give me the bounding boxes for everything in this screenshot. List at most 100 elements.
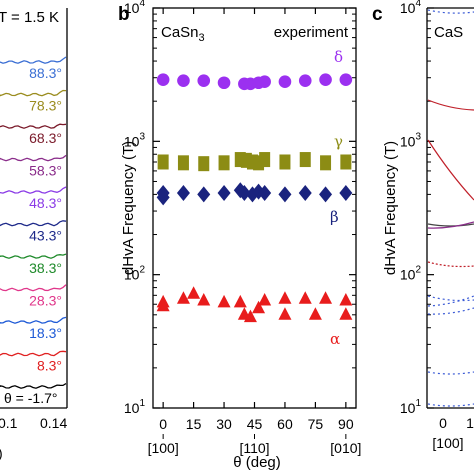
panel-a-angle-label: 43.3° xyxy=(29,228,62,244)
data-point-circle xyxy=(319,73,332,86)
panel-a-trace xyxy=(0,56,67,64)
panel-c-label: c xyxy=(372,4,383,25)
data-point-diamond xyxy=(197,186,211,203)
panel-a-trace xyxy=(0,284,67,292)
data-point-diamond xyxy=(156,189,170,206)
data-point-square xyxy=(320,155,332,171)
data-point-circle xyxy=(278,75,292,89)
direction-label: [010] xyxy=(330,440,361,456)
data-point-triangle xyxy=(308,307,322,320)
panel-a-angle-label: 58.3° xyxy=(29,163,62,179)
data-point-circle xyxy=(339,73,353,86)
data-point-diamond xyxy=(258,184,272,201)
series-label: δ xyxy=(334,48,343,66)
data-point-triangle xyxy=(217,294,231,308)
x-tick-label: 15 xyxy=(186,416,202,432)
y-tick-label: 104 xyxy=(124,0,146,16)
panel-b-y-ticks: 101 102 103 104 xyxy=(124,0,356,416)
panel-a-angle-label: 8.3° xyxy=(37,358,62,374)
direction-label: [100] xyxy=(148,440,179,456)
panel-b-label: b xyxy=(118,4,130,25)
data-point-diamond xyxy=(339,184,353,201)
panel-c-curve xyxy=(427,221,474,229)
data-point-circle xyxy=(258,75,271,89)
data-point-circle xyxy=(197,74,211,87)
panel-a-xtick-1: 0.14 xyxy=(40,415,67,431)
data-point-diamond xyxy=(217,184,231,201)
panel-a-angle-label: 78.3° xyxy=(29,98,62,114)
data-point-square xyxy=(218,155,230,171)
compound-name: CaSn xyxy=(161,24,199,41)
panel-a-angle-label: 18.3° xyxy=(29,325,62,341)
data-point-triangle xyxy=(252,300,266,314)
panel-a-traces: 88.3° 78.3° 68.3° 58.3° 48.3° 43.3° 38.3° 28.3°… xyxy=(0,56,67,406)
c-y-tick-label: 101 xyxy=(400,398,422,416)
panel-b-ylabel: dHvA Frequency (T) xyxy=(120,141,137,275)
data-point-square xyxy=(279,154,291,170)
data-point-triangle xyxy=(339,293,353,306)
panel-c-curve xyxy=(427,403,474,407)
data-point-square xyxy=(157,154,169,170)
data-point-triangle xyxy=(197,293,211,306)
panel-a-trace xyxy=(0,350,67,357)
panel-c-curve xyxy=(427,99,474,111)
panel-a-trace xyxy=(0,253,67,259)
series-label: γ xyxy=(334,132,343,150)
y-tick-label: 103 xyxy=(124,131,146,149)
data-point-triangle xyxy=(243,309,257,323)
x-tick-label: 90 xyxy=(338,416,354,432)
panel-a-trace xyxy=(0,186,67,194)
data-point-triangle xyxy=(278,291,292,304)
data-point-diamond xyxy=(319,186,333,203)
y-tick-label: 101 xyxy=(124,398,146,416)
panel-c-ylabel: dHvA Frequency (T) xyxy=(382,141,399,275)
x-tick-label: 45 xyxy=(247,416,263,432)
panel-a-trace xyxy=(0,220,67,227)
panel-a-angle-label: 88.3° xyxy=(29,65,62,81)
panel-c-y-ticks: 101 102 103 104 xyxy=(400,0,434,416)
panel-c-curve xyxy=(427,223,474,227)
data-point-circle xyxy=(177,74,190,87)
data-point-diamond xyxy=(237,184,251,201)
compound-subscript: 3 xyxy=(199,32,205,44)
c-y-tick-label: 104 xyxy=(400,0,422,16)
panel-b-xlabel: θ (deg) xyxy=(233,454,281,471)
data-point-diamond xyxy=(176,184,190,201)
data-point-square xyxy=(234,152,246,168)
c-y-tick-label: 103 xyxy=(400,131,422,149)
series-label: β xyxy=(330,208,339,226)
data-point-triangle xyxy=(339,307,353,320)
panel-b-plot-frame xyxy=(152,7,357,409)
x-tick-label: 30 xyxy=(216,416,232,432)
data-point-triangle xyxy=(298,291,312,304)
data-point-circle xyxy=(298,74,312,87)
panel-a-temperature: T = 1.5 K xyxy=(0,9,59,26)
panel-a-angle-label: θ = -1.7° xyxy=(4,390,57,406)
y-tick-label: 102 xyxy=(124,265,146,283)
data-point-diamond xyxy=(298,184,312,201)
panel-c-xtick-0: 0 xyxy=(439,415,447,431)
panel-c-curve xyxy=(427,261,474,268)
data-point-triangle xyxy=(258,293,272,306)
panel-b-legend-text: experiment xyxy=(274,24,349,41)
panel-c-compound: CaS xyxy=(434,24,463,41)
data-point-circle xyxy=(217,76,231,90)
data-point-triangle xyxy=(156,298,170,312)
panel-a-xtick-0: 0.1 xyxy=(0,415,18,431)
data-point-square xyxy=(299,152,311,168)
panel-b-series-labels: δ γ β α xyxy=(330,48,343,348)
panel-c-curve xyxy=(427,307,474,315)
panel-a-trace xyxy=(0,123,67,129)
panel-c-curve xyxy=(427,295,474,307)
x-tick-label: 0 xyxy=(159,416,167,432)
panel-a-trace xyxy=(0,383,67,389)
panel-a-angle-label: 28.3° xyxy=(29,293,62,309)
data-point-square xyxy=(246,154,258,170)
panel-c-curve xyxy=(427,9,474,14)
data-point-circle xyxy=(156,73,170,86)
panel-a-trace xyxy=(0,316,67,324)
panel-a-angle-label: 48.3° xyxy=(29,195,62,211)
panel-a-angle-label: 68.3° xyxy=(29,130,62,146)
x-tick-label: 75 xyxy=(308,416,324,432)
